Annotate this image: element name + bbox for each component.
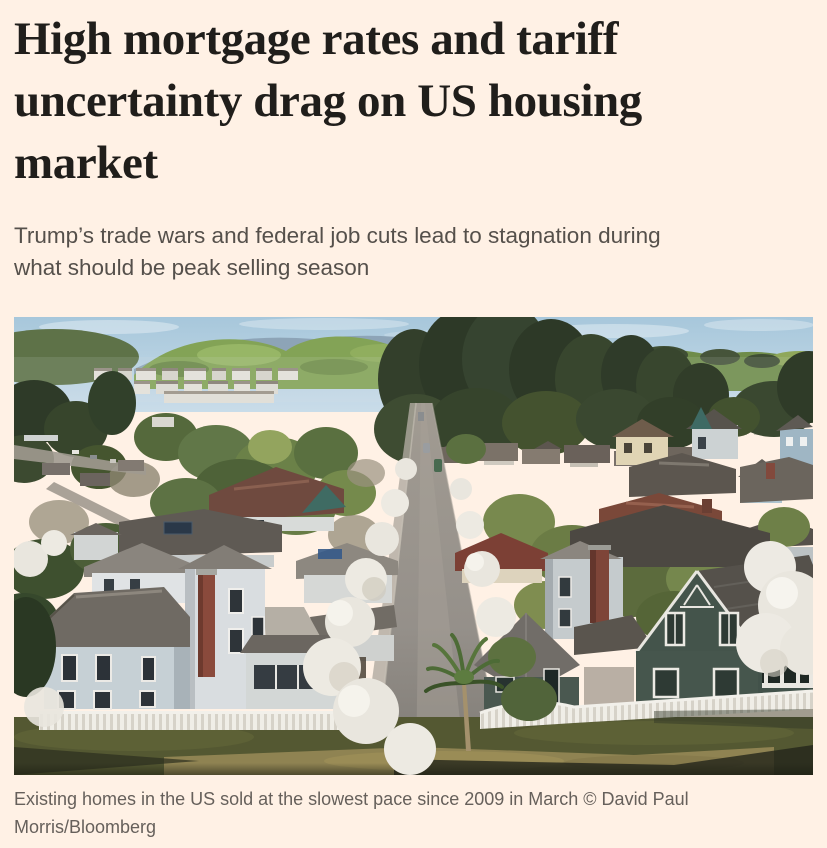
caption-line-1: Existing homes in the US sold at the slo… <box>14 789 689 809</box>
headline-line-2: uncertainty drag on US housing <box>14 75 642 127</box>
headline-line-3: market <box>14 137 158 189</box>
standfirst-line-2: what should be peak selling season <box>14 255 370 280</box>
page-title: High mortgage rates and tariff uncertain… <box>14 0 813 194</box>
left-midground <box>14 417 174 530</box>
palm-tree <box>424 633 504 751</box>
hero-image <box>14 317 813 775</box>
headline-line-1: High mortgage rates and tariff <box>14 13 619 65</box>
aerial-neighbourhood-photo <box>14 317 813 775</box>
blossom-trees <box>14 458 813 775</box>
caption-line-2: Morris/Bloomberg <box>14 817 157 837</box>
picket-fences <box>39 689 813 730</box>
mid-left-houses <box>70 467 346 567</box>
standfirst-line-1: Trump’s trade wars and federal job cuts … <box>14 223 661 248</box>
standfirst: Trump’s trade wars and federal job cuts … <box>14 220 813 284</box>
image-caption: Existing homes in the US sold at the slo… <box>14 785 813 841</box>
